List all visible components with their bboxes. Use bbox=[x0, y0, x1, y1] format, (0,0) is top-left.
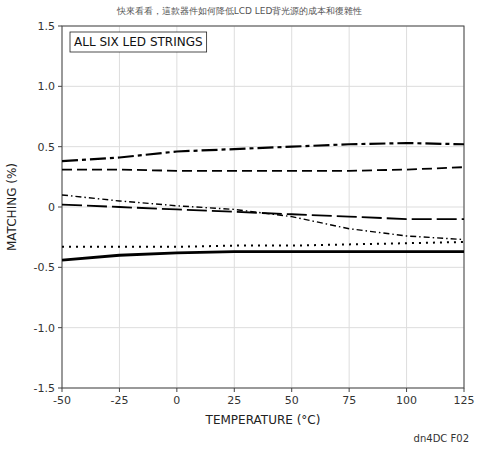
tick bbox=[234, 388, 235, 392]
tick-label: 125 bbox=[454, 394, 475, 407]
chart: -50 -25 0 25 50 75 100 125 -1.5 -1.0 -0.5 0 0.5 1.0 1.… bbox=[0, 0, 479, 450]
series-line bbox=[62, 242, 464, 247]
tick-label: 100 bbox=[396, 394, 417, 407]
tick-label: 1.0 bbox=[38, 80, 56, 93]
header-text: 快來看看，這款器件如何降低LCD LED背光源的成本和復雜性 bbox=[116, 6, 363, 16]
plot-frame bbox=[62, 26, 464, 388]
tick bbox=[58, 267, 62, 268]
tick-label: 1.5 bbox=[38, 20, 56, 33]
y-axis-label: MATCHING (%) bbox=[5, 163, 19, 251]
grid bbox=[62, 26, 464, 388]
tick bbox=[464, 388, 465, 392]
tick bbox=[291, 388, 292, 392]
tick bbox=[58, 26, 62, 27]
grid-line bbox=[62, 327, 464, 328]
tick-label: 0.5 bbox=[38, 141, 56, 154]
title-group: ALL SIX LED STRINGS bbox=[70, 32, 207, 52]
tick bbox=[58, 86, 62, 87]
tick bbox=[58, 146, 62, 147]
tick bbox=[58, 388, 62, 389]
tick bbox=[58, 327, 62, 328]
series-line bbox=[62, 143, 464, 161]
series-line bbox=[62, 205, 464, 219]
tick-label: 0 bbox=[173, 394, 180, 407]
tick bbox=[176, 388, 177, 392]
grid-line bbox=[62, 267, 464, 268]
tick bbox=[58, 207, 62, 208]
tick-label: 25 bbox=[227, 394, 241, 407]
tick-label: -1.0 bbox=[34, 322, 55, 335]
tick-label: -25 bbox=[110, 394, 128, 407]
tick-label: 0 bbox=[48, 201, 55, 214]
tick bbox=[62, 388, 63, 392]
tick-label: 75 bbox=[342, 394, 356, 407]
tick-label: 50 bbox=[285, 394, 299, 407]
series-line bbox=[62, 167, 464, 171]
tick bbox=[349, 388, 350, 392]
title-box bbox=[70, 32, 207, 52]
annotation: dn4DC F02 bbox=[414, 433, 469, 444]
tick-label: -50 bbox=[53, 394, 71, 407]
axes: -50 -25 0 25 50 75 100 125 -1.5 -1.0 -0.5 0 0.5 1.0 1.… bbox=[34, 20, 475, 407]
x-axis-label: TEMPERATURE (°C) bbox=[205, 413, 321, 427]
series-line bbox=[62, 195, 464, 240]
grid-line bbox=[62, 86, 464, 87]
lines bbox=[62, 143, 464, 260]
tick-label: -0.5 bbox=[34, 261, 55, 274]
tick-label: -1.5 bbox=[34, 382, 55, 395]
tick bbox=[406, 388, 407, 392]
tick bbox=[119, 388, 120, 392]
title: ALL SIX LED STRINGS bbox=[74, 35, 203, 49]
series-line bbox=[62, 252, 464, 260]
